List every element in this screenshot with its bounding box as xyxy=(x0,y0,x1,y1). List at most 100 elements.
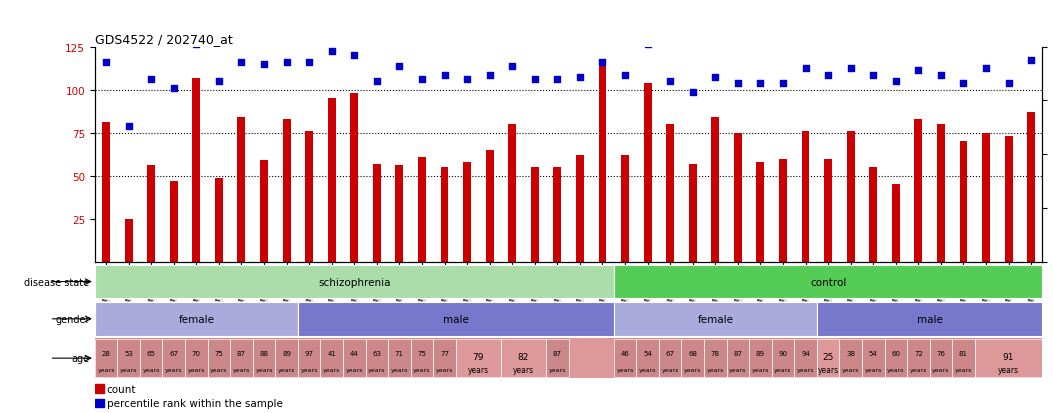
Bar xyxy=(756,163,764,262)
Text: 88: 88 xyxy=(259,351,269,356)
Text: GDS4522 / 202740_at: GDS4522 / 202740_at xyxy=(95,33,233,46)
Bar xyxy=(749,339,772,377)
Text: years: years xyxy=(413,368,431,373)
Bar xyxy=(801,132,810,262)
Bar xyxy=(704,339,727,377)
Bar xyxy=(734,133,741,262)
Bar xyxy=(95,302,298,336)
Text: years: years xyxy=(707,368,724,373)
Text: 76: 76 xyxy=(936,351,946,356)
Text: years: years xyxy=(549,368,567,373)
Text: male: male xyxy=(443,314,469,324)
Bar xyxy=(238,118,245,262)
Text: years: years xyxy=(887,368,905,373)
Point xyxy=(910,68,927,74)
Point xyxy=(369,78,385,85)
Text: years: years xyxy=(774,368,792,373)
Bar xyxy=(102,123,110,262)
Text: years: years xyxy=(817,366,838,375)
Bar xyxy=(569,339,614,378)
Bar xyxy=(659,339,681,377)
Bar xyxy=(554,168,561,262)
Bar xyxy=(275,339,298,377)
Text: 97: 97 xyxy=(304,351,314,356)
Text: 28: 28 xyxy=(102,351,111,356)
Point xyxy=(1000,81,1017,87)
Point xyxy=(730,81,747,87)
Bar xyxy=(185,339,207,377)
Bar xyxy=(389,339,411,377)
Point xyxy=(661,78,678,85)
Bar xyxy=(817,339,839,377)
Bar xyxy=(117,339,140,377)
Bar xyxy=(456,339,501,377)
Text: 78: 78 xyxy=(711,351,720,356)
Bar xyxy=(681,339,704,377)
Text: years: years xyxy=(616,368,634,373)
Text: years: years xyxy=(468,366,489,375)
Text: 89: 89 xyxy=(282,351,291,356)
Text: years: years xyxy=(391,368,409,373)
Text: 41: 41 xyxy=(327,351,336,356)
Text: years: years xyxy=(436,368,453,373)
Point xyxy=(301,59,318,66)
Text: 54: 54 xyxy=(869,351,877,356)
Text: years: years xyxy=(752,368,769,373)
Text: years: years xyxy=(932,368,950,373)
Bar xyxy=(952,339,975,377)
Text: years: years xyxy=(729,368,747,373)
Text: 67: 67 xyxy=(665,351,675,356)
Text: years: years xyxy=(278,368,295,373)
Text: male: male xyxy=(917,314,942,324)
Bar xyxy=(509,125,516,262)
Text: 89: 89 xyxy=(756,351,764,356)
Bar xyxy=(95,399,104,407)
Bar xyxy=(95,384,104,393)
Bar xyxy=(824,159,832,262)
Bar xyxy=(124,219,133,262)
Bar xyxy=(870,168,877,262)
Bar xyxy=(907,339,930,377)
Text: disease state: disease state xyxy=(24,277,90,287)
Bar xyxy=(531,168,539,262)
Point xyxy=(414,76,431,83)
Bar xyxy=(298,339,320,377)
Text: 60: 60 xyxy=(891,351,900,356)
Bar xyxy=(305,132,313,262)
Text: 54: 54 xyxy=(643,351,652,356)
Text: 38: 38 xyxy=(847,351,855,356)
Point xyxy=(617,72,634,79)
Bar xyxy=(463,163,471,262)
Text: 53: 53 xyxy=(124,351,133,356)
Point xyxy=(436,72,453,79)
Text: years: years xyxy=(120,368,137,373)
Text: 65: 65 xyxy=(146,351,156,356)
Point xyxy=(549,76,565,83)
Text: years: years xyxy=(842,368,859,373)
Bar xyxy=(351,94,358,262)
Bar xyxy=(975,339,1042,377)
Point xyxy=(278,59,295,66)
Point xyxy=(165,85,182,92)
Text: 75: 75 xyxy=(418,351,426,356)
Bar xyxy=(576,156,583,262)
Point xyxy=(459,76,476,83)
Point xyxy=(1022,57,1039,64)
Point xyxy=(888,78,905,85)
Bar xyxy=(343,339,365,377)
Text: 87: 87 xyxy=(237,351,246,356)
Point xyxy=(503,64,520,70)
Text: years: years xyxy=(998,366,1019,375)
Point xyxy=(98,59,115,66)
Bar xyxy=(914,120,922,262)
Bar xyxy=(320,339,343,377)
Bar xyxy=(231,339,253,377)
Bar xyxy=(621,156,629,262)
Bar xyxy=(930,339,952,377)
Bar xyxy=(598,63,607,262)
Text: 70: 70 xyxy=(192,351,201,356)
Text: 68: 68 xyxy=(689,351,697,356)
Text: 82: 82 xyxy=(518,352,530,361)
Point xyxy=(977,66,994,72)
Point xyxy=(797,66,814,72)
